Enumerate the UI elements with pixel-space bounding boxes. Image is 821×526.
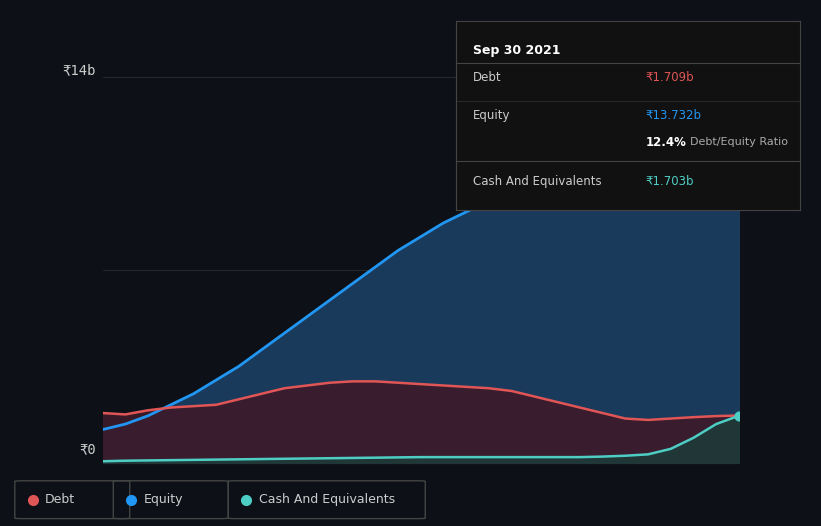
Point — [732, 80, 745, 88]
Text: Debt/Equity Ratio: Debt/Equity Ratio — [690, 137, 788, 147]
Text: Debt: Debt — [45, 493, 76, 506]
Text: Debt: Debt — [473, 72, 502, 84]
Text: Equity: Equity — [473, 109, 511, 122]
Text: Cash And Equivalents: Cash And Equivalents — [473, 176, 602, 188]
Point — [732, 411, 745, 420]
Text: ₹13.732b: ₹13.732b — [645, 109, 701, 122]
Text: ₹1.709b: ₹1.709b — [645, 72, 694, 84]
Text: ₹14b: ₹14b — [62, 63, 96, 77]
Text: Sep 30 2021: Sep 30 2021 — [473, 44, 561, 57]
Text: 12.4%: 12.4% — [645, 136, 686, 149]
Text: ₹1.703b: ₹1.703b — [645, 176, 694, 188]
Text: Equity: Equity — [144, 493, 183, 506]
Text: Cash And Equivalents: Cash And Equivalents — [259, 493, 395, 506]
Text: ₹0: ₹0 — [80, 442, 96, 456]
